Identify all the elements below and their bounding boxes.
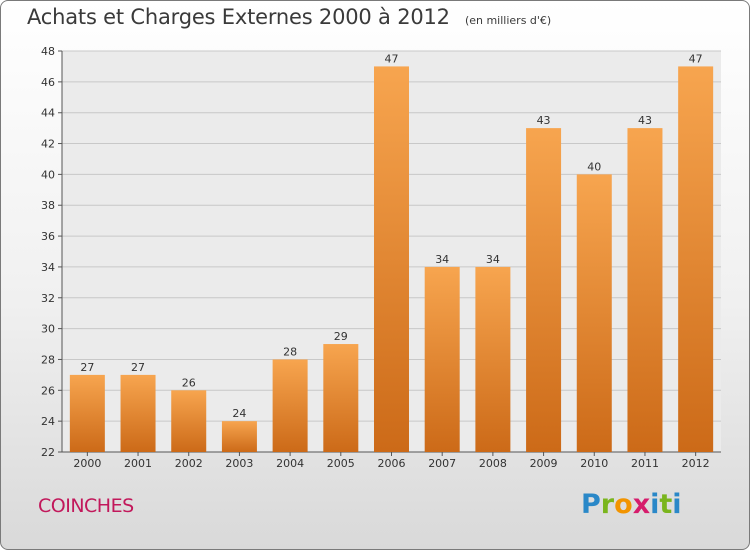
bar-value-label: 43 xyxy=(537,114,551,127)
x-tick-label: 2010 xyxy=(580,457,608,470)
bar-value-label: 26 xyxy=(182,376,196,389)
bar xyxy=(69,374,105,452)
bar-value-label: 47 xyxy=(689,52,703,65)
x-tick-label: 2001 xyxy=(124,457,152,470)
bar-value-label: 24 xyxy=(232,407,246,420)
bar xyxy=(526,128,562,452)
y-tick-label: 44 xyxy=(41,107,55,120)
bars xyxy=(69,66,714,452)
logo-letter: t xyxy=(659,489,673,520)
x-tick-label: 2007 xyxy=(428,457,456,470)
bar xyxy=(475,266,511,452)
bar-value-label: 27 xyxy=(131,361,145,374)
x-tick-label: 2009 xyxy=(530,457,558,470)
bar-value-label: 27 xyxy=(80,361,94,374)
y-tick-label: 26 xyxy=(41,384,55,397)
proxiti-logo: Proxiti xyxy=(581,489,682,520)
y-tick-label: 38 xyxy=(41,199,55,212)
logo-letter: P xyxy=(581,489,601,520)
x-tick-label: 2004 xyxy=(276,457,304,470)
x-tick-label: 2006 xyxy=(378,457,406,470)
logo-letter: i xyxy=(650,489,660,520)
y-tick-label: 42 xyxy=(41,138,55,151)
bar-value-label: 28 xyxy=(283,345,297,358)
logo-letter: x xyxy=(632,489,651,520)
logo-letter: r xyxy=(600,489,615,520)
logo-letter: o xyxy=(614,489,633,520)
bar xyxy=(424,266,460,452)
commune-name: COINCHES xyxy=(38,495,134,517)
bar-value-label: 47 xyxy=(385,52,399,65)
x-tick-label: 2000 xyxy=(73,457,101,470)
bar xyxy=(374,66,409,452)
x-tick-label: 2012 xyxy=(682,457,710,470)
y-tick-label: 22 xyxy=(41,446,55,459)
bar-value-label: 29 xyxy=(334,330,348,343)
bar xyxy=(221,421,257,452)
bar xyxy=(171,390,207,452)
bar xyxy=(576,174,612,452)
y-tick-label: 32 xyxy=(41,292,55,305)
y-tick-label: 36 xyxy=(41,230,55,243)
bar-value-label: 40 xyxy=(587,160,601,173)
x-tick-label: 2008 xyxy=(479,457,507,470)
x-tick-label: 2002 xyxy=(175,457,203,470)
y-tick-label: 28 xyxy=(41,353,55,366)
y-tick-label: 48 xyxy=(41,45,55,58)
y-tick-label: 30 xyxy=(41,323,55,336)
x-tick-label: 2003 xyxy=(225,457,253,470)
y-tick-label: 46 xyxy=(41,76,55,89)
logo-letter: i xyxy=(672,489,682,520)
bar xyxy=(323,344,359,452)
title-row: Achats et Charges Externes 2000 à 2012 (… xyxy=(27,5,551,29)
y-tick-label: 34 xyxy=(41,261,55,274)
y-tick-label: 40 xyxy=(41,168,55,181)
bar xyxy=(272,359,308,452)
x-tick-label: 2011 xyxy=(631,457,659,470)
bar-value-label: 34 xyxy=(486,253,500,266)
x-tick-label: 2005 xyxy=(327,457,355,470)
chart-title: Achats et Charges Externes 2000 à 2012 xyxy=(27,5,450,29)
chart-subtitle: (en milliers d'€) xyxy=(464,14,552,27)
bar xyxy=(627,128,663,452)
y-tick-label: 24 xyxy=(41,415,55,428)
labels: 22 24 26 28 30 32 34 36 38 40 42 44 46 48 27 2000 27 2001… xyxy=(41,45,710,470)
bar-value-label: 43 xyxy=(638,114,652,127)
bar-value-label: 34 xyxy=(435,253,449,266)
bar xyxy=(120,374,156,452)
bar xyxy=(678,66,714,452)
